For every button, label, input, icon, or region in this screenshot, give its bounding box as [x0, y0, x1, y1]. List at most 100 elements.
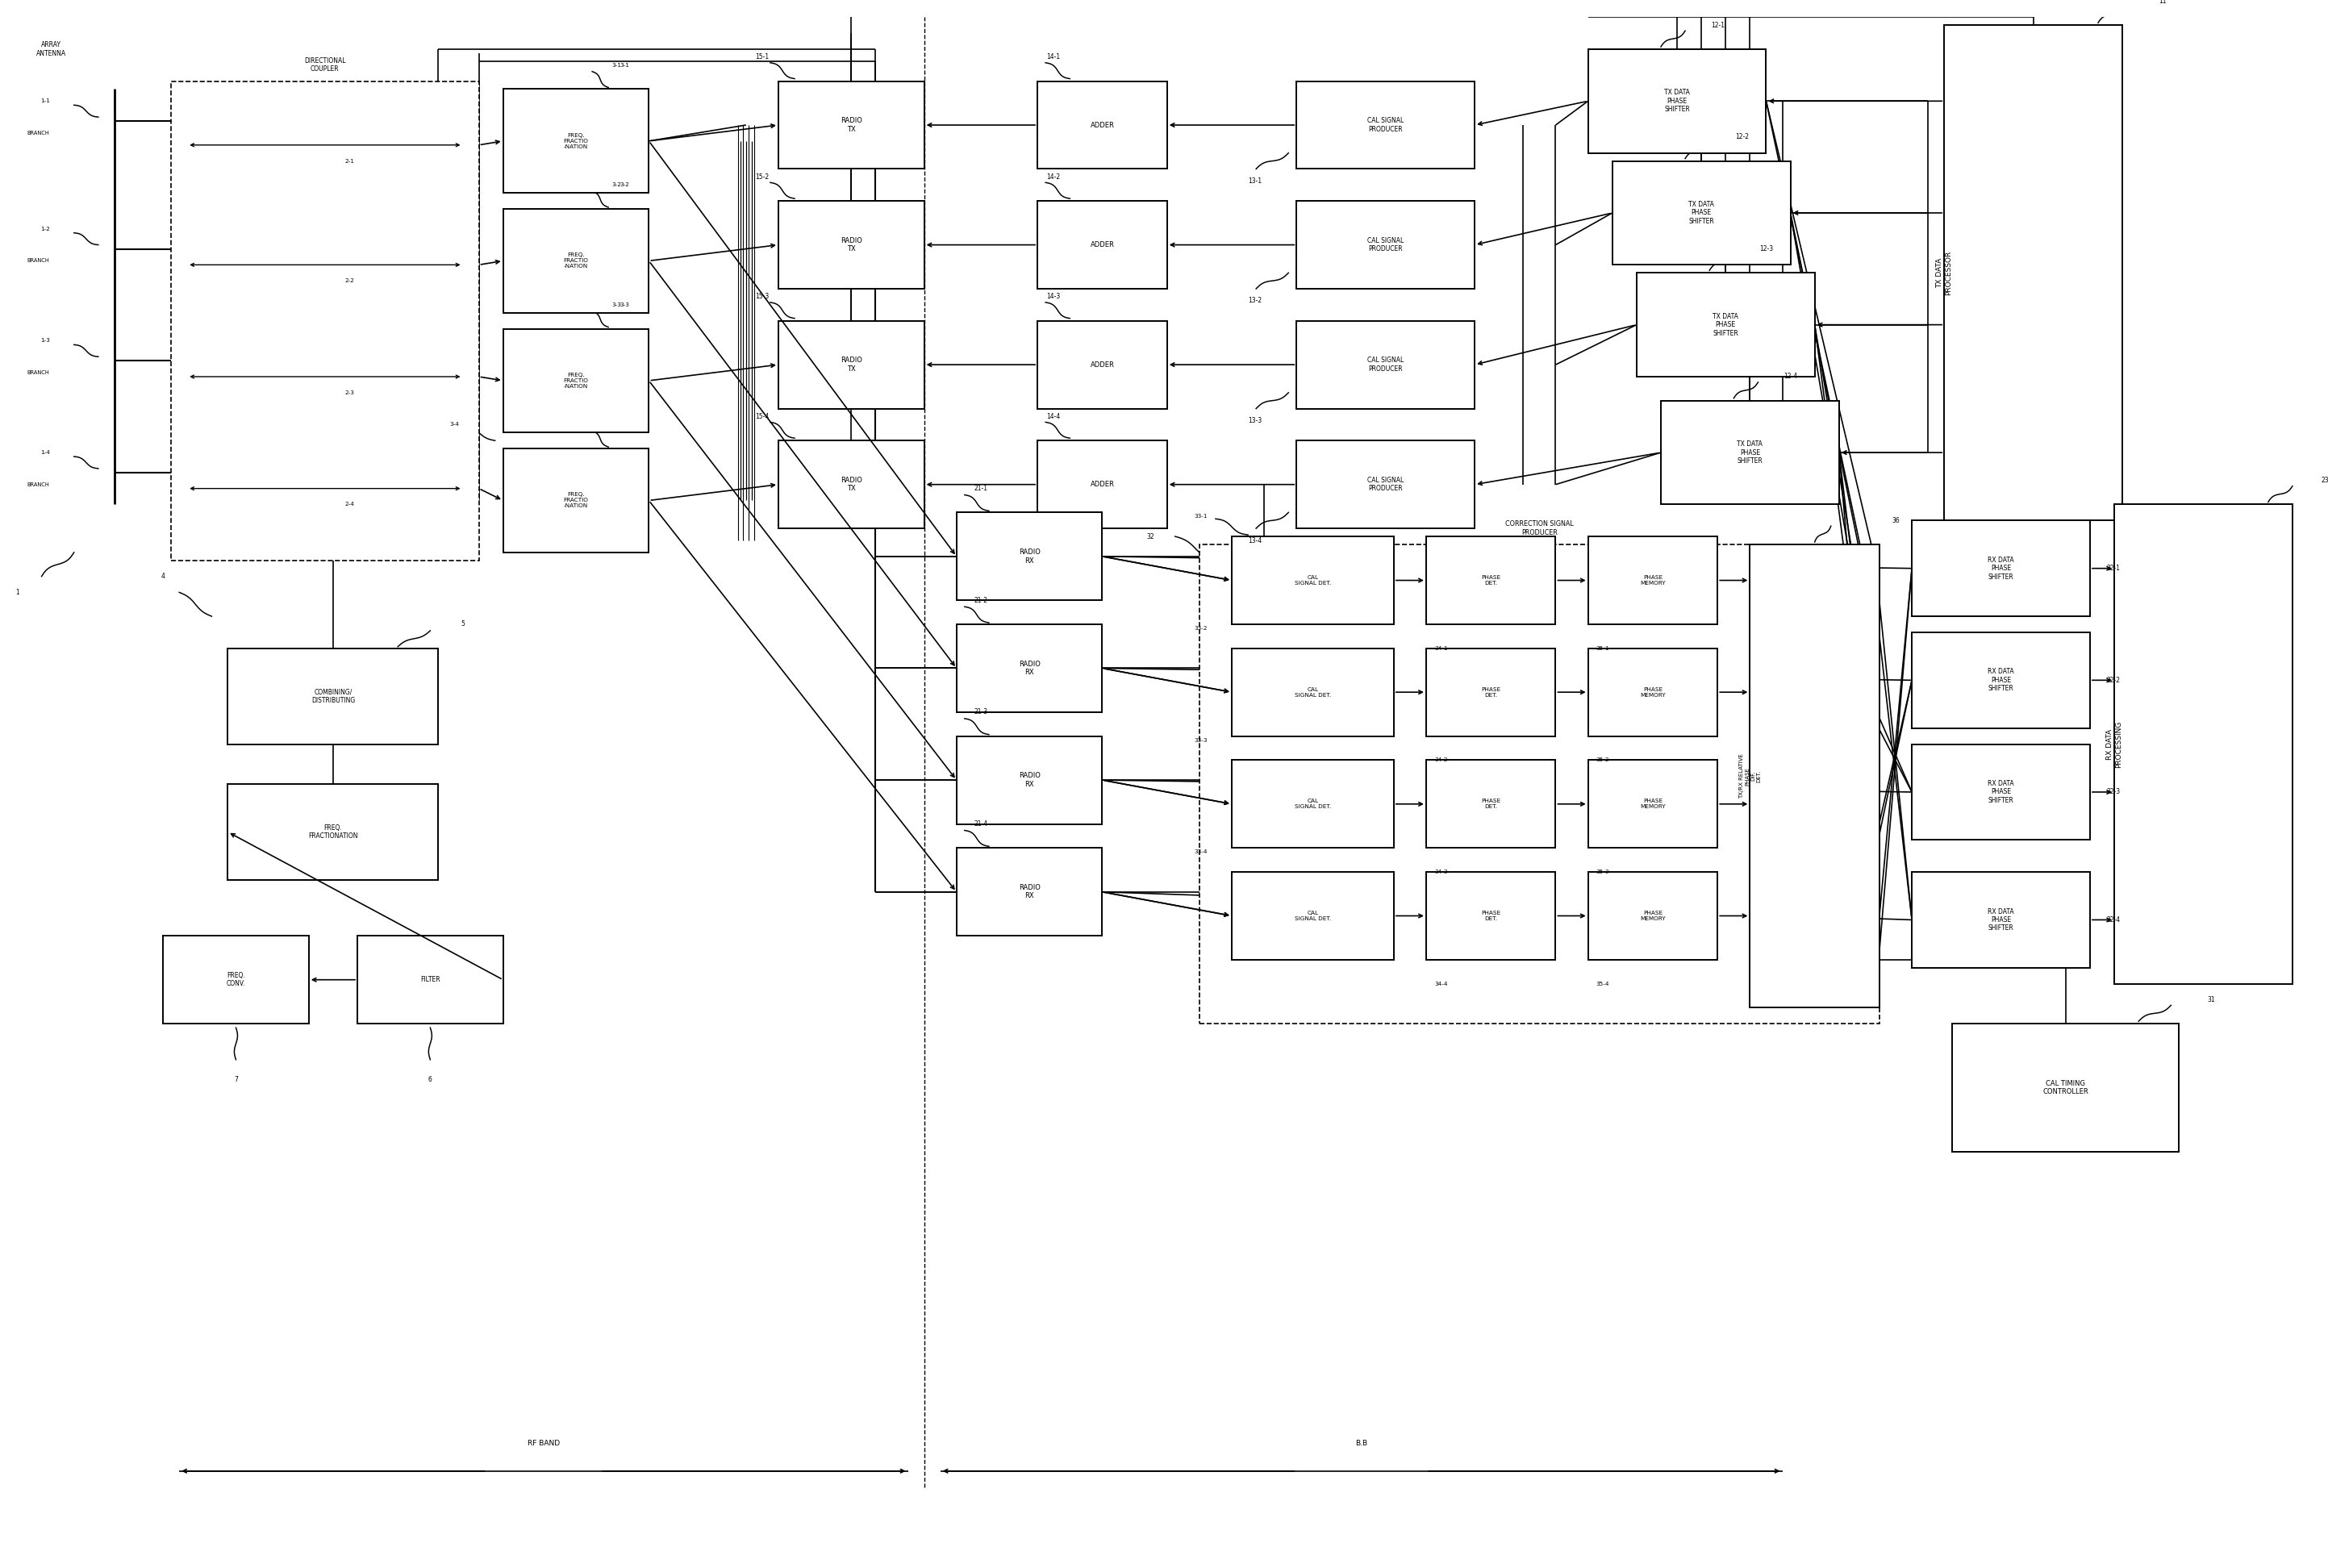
- Text: 35-4: 35-4: [1597, 982, 1609, 986]
- Text: COMBINING/
DISTRIBUTING: COMBINING/ DISTRIBUTING: [312, 688, 354, 704]
- Text: PHASE
MEMORY: PHASE MEMORY: [1639, 798, 1665, 809]
- Text: ADDER: ADDER: [1090, 481, 1115, 488]
- Bar: [1911, 872, 2091, 967]
- Text: 1-3: 1-3: [40, 339, 49, 343]
- Text: 13-1: 13-1: [1248, 177, 1262, 185]
- Text: RADIO
TX: RADIO TX: [840, 477, 861, 492]
- Bar: [957, 735, 1101, 825]
- Bar: [1588, 49, 1767, 154]
- Text: PHASE
DET.: PHASE DET.: [1481, 911, 1502, 920]
- Bar: [1232, 760, 1394, 848]
- Bar: [778, 82, 924, 169]
- Text: FREQ.
FRACTIO
-NATION: FREQ. FRACTIO -NATION: [563, 252, 589, 268]
- Bar: [1751, 544, 1879, 1008]
- Text: BRANCH: BRANCH: [28, 370, 49, 375]
- Bar: [1232, 648, 1394, 735]
- Text: 1-2: 1-2: [40, 226, 49, 232]
- Text: ADDER: ADDER: [1090, 241, 1115, 248]
- Text: 13-4: 13-4: [1248, 536, 1262, 544]
- Text: CAL SIGNAL
PRODUCER: CAL SIGNAL PRODUCER: [1367, 237, 1404, 252]
- Text: 12-2: 12-2: [1734, 133, 1748, 141]
- Text: ADDER: ADDER: [1090, 121, 1115, 129]
- Text: FREQ.
FRACTIO
-NATION: FREQ. FRACTIO -NATION: [563, 373, 589, 389]
- Bar: [1427, 872, 1555, 960]
- Text: 12-1: 12-1: [1711, 22, 1725, 28]
- Bar: [778, 441, 924, 528]
- Text: 15-4: 15-4: [754, 412, 768, 420]
- Text: RX DATA
PHASE
SHIFTER: RX DATA PHASE SHIFTER: [1988, 557, 2014, 580]
- Text: FILTER: FILTER: [421, 977, 440, 983]
- Text: 3-4: 3-4: [449, 422, 459, 426]
- Text: 34-2: 34-2: [1434, 757, 1448, 762]
- Text: 23: 23: [2321, 477, 2328, 485]
- Text: RADIO
TX: RADIO TX: [840, 237, 861, 252]
- Text: 12-3: 12-3: [1760, 245, 1774, 252]
- Bar: [1427, 760, 1555, 848]
- Text: RX DATA
PHASE
SHIFTER: RX DATA PHASE SHIFTER: [1988, 908, 2014, 931]
- Text: CAL
SIGNAL DET.: CAL SIGNAL DET.: [1294, 798, 1332, 809]
- Text: 2-1: 2-1: [345, 158, 354, 163]
- Bar: [503, 448, 650, 552]
- Text: 33-1: 33-1: [1194, 514, 1208, 519]
- Text: 15-2: 15-2: [754, 174, 768, 180]
- Bar: [1297, 201, 1474, 289]
- Text: CAL TIMING
CONTROLLER: CAL TIMING CONTROLLER: [2042, 1080, 2088, 1096]
- Bar: [1038, 321, 1166, 409]
- Text: FREQ.
CONV.: FREQ. CONV.: [226, 972, 244, 988]
- Text: 14-1: 14-1: [1048, 53, 1062, 61]
- Text: PHASE
MEMORY: PHASE MEMORY: [1639, 687, 1665, 698]
- Text: CAL
SIGNAL DET.: CAL SIGNAL DET.: [1294, 687, 1332, 698]
- Bar: [1232, 536, 1394, 624]
- Text: CAL SIGNAL
PRODUCER: CAL SIGNAL PRODUCER: [1367, 118, 1404, 133]
- Bar: [163, 936, 310, 1024]
- Bar: [1588, 760, 1718, 848]
- Text: 21-4: 21-4: [973, 820, 987, 828]
- Text: RF BAND: RF BAND: [528, 1439, 559, 1447]
- Text: TX/RX RELATIVE
PHASE
DIF.
DET.: TX/RX RELATIVE PHASE DIF. DET.: [1739, 754, 1760, 798]
- Bar: [957, 624, 1101, 712]
- Text: RADIO
RX: RADIO RX: [1020, 660, 1041, 676]
- Text: 22-2: 22-2: [2107, 676, 2121, 684]
- Text: FREQ.
FRACTIO
-NATION: FREQ. FRACTIO -NATION: [563, 492, 589, 508]
- Text: 3-3: 3-3: [619, 303, 629, 307]
- Text: 2-4: 2-4: [345, 502, 354, 506]
- Text: 3-3: 3-3: [612, 303, 622, 307]
- Text: RADIO
TX: RADIO TX: [840, 118, 861, 133]
- Text: BRANCH: BRANCH: [28, 130, 49, 135]
- Text: 14-2: 14-2: [1048, 174, 1062, 180]
- Text: TX DATA
PHASE
SHIFTER: TX DATA PHASE SHIFTER: [1737, 441, 1762, 464]
- Text: FREQ.
FRACTIO
-NATION: FREQ. FRACTIO -NATION: [563, 133, 589, 149]
- Text: 21-3: 21-3: [973, 709, 987, 715]
- Bar: [1427, 648, 1555, 735]
- Bar: [1637, 273, 1816, 376]
- Text: PHASE
DET.: PHASE DET.: [1481, 798, 1502, 809]
- Text: 7: 7: [233, 1076, 237, 1083]
- Bar: [1588, 648, 1718, 735]
- Bar: [1911, 745, 2091, 840]
- Bar: [228, 784, 438, 880]
- Text: 34-3: 34-3: [1434, 870, 1448, 875]
- Bar: [1660, 400, 1839, 505]
- Bar: [1297, 82, 1474, 169]
- Text: 22-4: 22-4: [2107, 916, 2121, 924]
- Text: TX DATA
PHASE
SHIFTER: TX DATA PHASE SHIFTER: [1665, 89, 1690, 113]
- Text: 11: 11: [2158, 0, 2167, 5]
- Bar: [957, 848, 1101, 936]
- Text: RX DATA
PROCESSING: RX DATA PROCESSING: [2107, 721, 2123, 768]
- Text: RADIO
RX: RADIO RX: [1020, 884, 1041, 900]
- Bar: [228, 648, 438, 745]
- Bar: [1199, 544, 1879, 1024]
- Text: 13-2: 13-2: [1248, 298, 1262, 304]
- Text: 1-1: 1-1: [40, 99, 49, 103]
- Text: 31: 31: [2207, 996, 2216, 1004]
- Text: RADIO
TX: RADIO TX: [840, 358, 861, 373]
- Bar: [359, 936, 503, 1024]
- Bar: [1038, 201, 1166, 289]
- Text: B.B: B.B: [1355, 1439, 1367, 1447]
- Bar: [1953, 1024, 2179, 1151]
- Bar: [1911, 521, 2091, 616]
- Text: RX DATA
PHASE
SHIFTER: RX DATA PHASE SHIFTER: [1988, 668, 2014, 691]
- Bar: [1297, 321, 1474, 409]
- Text: 22-3: 22-3: [2107, 789, 2121, 795]
- Text: 14-3: 14-3: [1048, 293, 1062, 301]
